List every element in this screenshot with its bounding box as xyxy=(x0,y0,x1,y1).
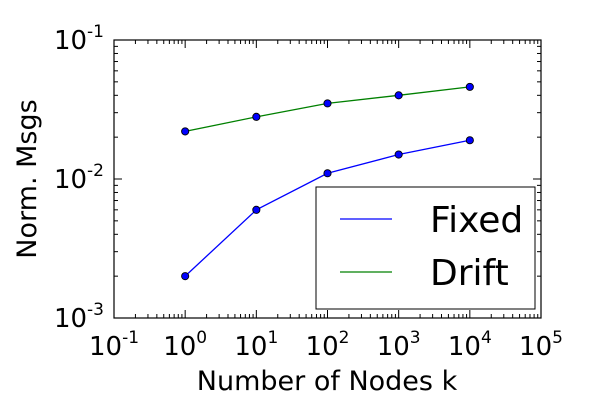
plot-frame xyxy=(113,39,542,319)
data-point-fixed xyxy=(323,169,332,178)
legend-box xyxy=(315,186,536,310)
data-point-drift xyxy=(323,99,332,108)
data-point-fixed xyxy=(181,272,190,281)
x-tick-label: 104 xyxy=(448,328,492,362)
x-tick-label: 103 xyxy=(377,328,421,362)
y-tick-label: 10-1 xyxy=(54,22,104,56)
y-tick-label: 10-2 xyxy=(54,161,104,195)
y-axis-label: Norm. Msgs xyxy=(12,99,43,258)
x-tick-label: 105 xyxy=(519,328,563,362)
data-point-drift xyxy=(252,112,261,121)
y-tick-label: 10-3 xyxy=(54,300,104,334)
x-tick-label: 10-1 xyxy=(89,328,139,362)
x-tick-label: 102 xyxy=(306,328,350,362)
data-point-drift xyxy=(181,127,190,136)
data-point-fixed xyxy=(394,150,403,159)
x-tick-label: 101 xyxy=(234,328,278,362)
legend-label-fixed: Fixed xyxy=(430,200,523,241)
data-point-drift xyxy=(394,91,403,100)
x-axis-label: Number of Nodes k xyxy=(197,366,458,397)
x-tick-label: 100 xyxy=(163,328,207,362)
data-point-fixed xyxy=(465,136,474,145)
data-point-fixed xyxy=(252,205,261,214)
series-line-drift xyxy=(185,86,470,133)
series-layer xyxy=(181,82,474,281)
legend-label-drift: Drift xyxy=(430,253,509,294)
ticks-layer: 10-1 100 101 102 103 104 105 10-3 10-2 10-1 xyxy=(54,22,563,362)
data-point-drift xyxy=(465,82,474,91)
legend: Fixed Drift xyxy=(315,186,536,310)
